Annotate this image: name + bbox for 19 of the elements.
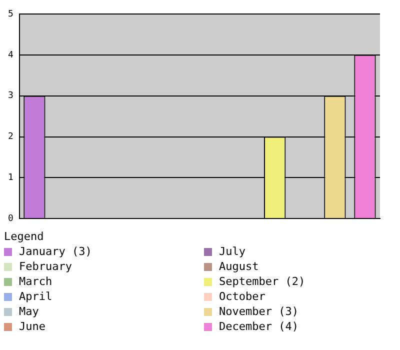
legend-label: February xyxy=(19,260,72,273)
y-tick-label: 5 xyxy=(8,9,14,20)
y-tick-label: 1 xyxy=(8,173,14,184)
legend-label: May xyxy=(19,305,39,318)
legend-label: July xyxy=(219,245,246,258)
y-tick-label: 3 xyxy=(8,91,14,102)
y-tick-label: 4 xyxy=(8,50,14,60)
legend-label: August xyxy=(219,260,259,273)
legend-title: Legend xyxy=(4,230,45,244)
y-tick-label: 0 xyxy=(8,214,14,224)
y-tick-label: 2 xyxy=(8,132,14,142)
legend-label: September (2) xyxy=(219,275,306,288)
legend-label: January (3) xyxy=(19,245,92,258)
legend-label: December (4) xyxy=(219,320,298,333)
legend-label: November (3) xyxy=(219,305,298,318)
legend-label: June xyxy=(19,320,46,333)
legend-label: October xyxy=(219,290,266,303)
legend-label: March xyxy=(19,275,52,288)
legend-label: April xyxy=(19,290,52,303)
